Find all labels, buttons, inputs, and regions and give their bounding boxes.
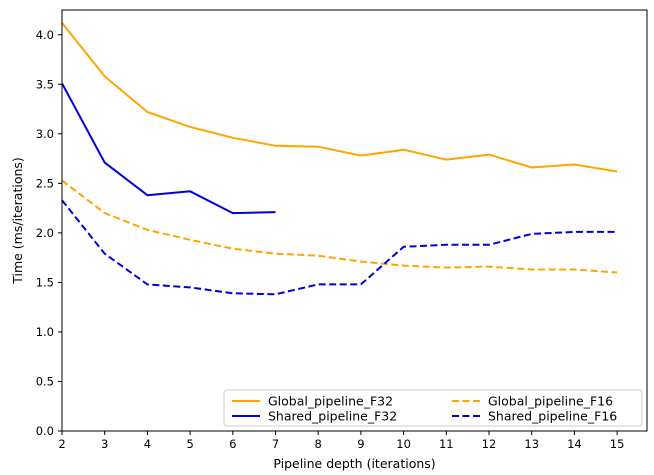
plot-area xyxy=(61,22,618,296)
y-tick-label: 1.5 xyxy=(36,275,54,289)
legend-label: Global_pipeline_F16 xyxy=(488,394,613,409)
x-tick-label: 6 xyxy=(229,437,236,451)
legend-label: Shared_pipeline_F32 xyxy=(268,409,397,424)
y-tick-label: 2.0 xyxy=(36,226,54,240)
x-tick-label: 4 xyxy=(144,437,151,451)
x-axis-label: Pipeline depth (iterations) xyxy=(273,456,435,471)
x-tick-label: 14 xyxy=(567,437,582,451)
y-tick-label: 3.5 xyxy=(36,77,54,91)
x-tick-label: 2 xyxy=(58,437,65,451)
axis-ticks: 2 3 4 5 6 7 8 9 10 11 12 13 14 15 0.0 0.5 1.0 1.5 2.0 2.5 3.… xyxy=(36,28,625,451)
y-tick-label: 1.0 xyxy=(36,325,54,339)
x-tick-label: 5 xyxy=(186,437,193,451)
x-tick-label: 9 xyxy=(357,437,364,451)
x-tick-label: 3 xyxy=(101,437,108,451)
x-tick-label: 12 xyxy=(482,437,497,451)
legend-label: Global_pipeline_F32 xyxy=(268,394,393,409)
series-line-global-pipeline-f32 xyxy=(61,22,618,173)
y-tick-label: 4.0 xyxy=(36,28,54,42)
x-tick-label: 13 xyxy=(524,437,539,451)
x-tick-label: 8 xyxy=(315,437,322,451)
series-line-shared-pipeline-f16 xyxy=(61,199,618,296)
series-line-global-pipeline-f16 xyxy=(61,179,618,274)
legend-label: Shared_pipeline_F16 xyxy=(488,409,617,424)
x-tick-label: 11 xyxy=(439,437,454,451)
series-line-shared-pipeline-f32 xyxy=(61,82,276,215)
x-tick-label: 10 xyxy=(396,437,411,451)
legend-box xyxy=(223,389,643,427)
y-tick-label: 3.0 xyxy=(36,127,54,141)
plot-frame xyxy=(61,9,648,432)
x-tick-label: 7 xyxy=(272,437,279,451)
y-axis-label: Time (ms/iterations) xyxy=(10,157,25,285)
y-tick-label: 2.5 xyxy=(36,176,54,190)
y-tick-label: 0.0 xyxy=(36,424,54,438)
x-tick-label: 15 xyxy=(610,437,625,451)
y-tick-label: 0.5 xyxy=(36,374,54,388)
